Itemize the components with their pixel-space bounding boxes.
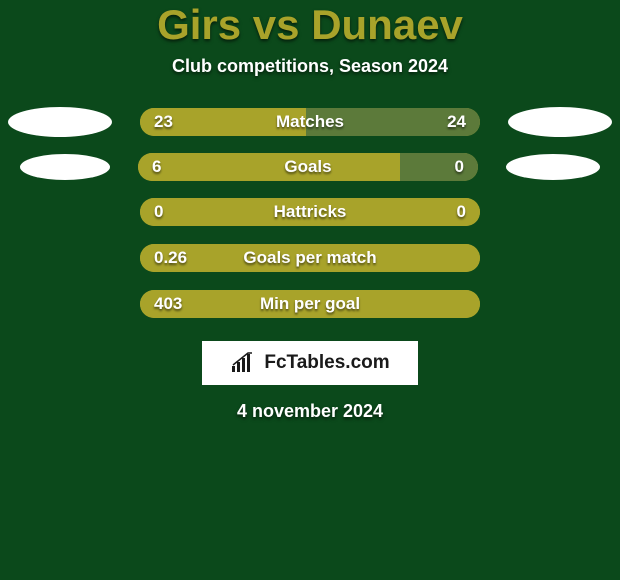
vs-separator: vs [253,1,300,48]
stat-bar: 403Min per goal [140,290,480,318]
chart-icon [230,352,258,374]
subtitle: Club competitions, Season 2024 [0,56,620,77]
player-right-marker [508,107,612,137]
stat-bar: 2324Matches [140,108,480,136]
player-right-marker [506,154,600,180]
player-left-marker [20,154,110,180]
player-left-name: Girs [157,1,241,48]
stat-row: 0.26Goals per match [0,243,620,273]
stat-row: 2324Matches [0,107,620,137]
player-left-marker [8,107,112,137]
date-label: 4 november 2024 [0,401,620,422]
stat-left-value: 0 [154,198,163,226]
brand-logo: FcTables.com [202,341,418,385]
stat-right-value: 0 [457,198,466,226]
stat-row: 60Goals [0,153,620,181]
stat-bar: 00Hattricks [140,198,480,226]
stat-right-value: 0 [455,153,464,181]
stat-row: 00Hattricks [0,197,620,227]
player-right-name: Dunaev [311,1,463,48]
stat-left-value: 0.26 [154,244,187,272]
brand-text: FcTables.com [264,352,389,374]
stat-bar: 0.26Goals per match [140,244,480,272]
stat-left-value: 6 [152,153,161,181]
stat-bar: 60Goals [138,153,478,181]
page-title: Girs vs Dunaev [0,0,620,46]
stats-container: 2324Matches60Goals00Hattricks0.26Goals p… [0,107,620,319]
stat-row: 403Min per goal [0,289,620,319]
stat-left-value: 23 [154,108,173,136]
stat-right-value: 24 [447,108,466,136]
stat-left-value: 403 [154,290,182,318]
